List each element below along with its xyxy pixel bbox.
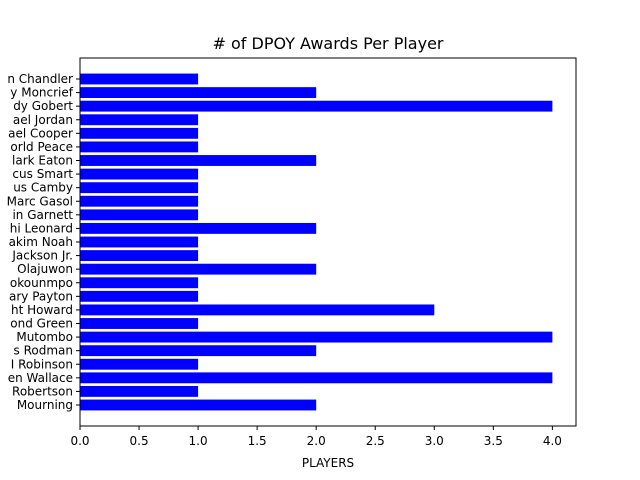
bar [80,304,435,316]
x-tick-label: 4.0 [543,434,562,448]
bar [80,318,199,329]
y-tick-label: ael Cooper [8,126,73,140]
y-tick-label: Robertson [12,384,73,398]
bar [80,345,317,357]
x-tick-label: 0.5 [130,434,149,448]
x-tick-label: 3.5 [484,434,503,448]
bar [80,141,199,153]
x-tick-label: 0.0 [70,434,89,448]
x-axis-label: PLAYERS [302,456,354,470]
y-tick-label: ael Jordan [13,113,73,127]
bar [80,277,199,289]
y-tick-label: y Moncrief [10,86,73,100]
y-tick-label: en Wallace [8,371,73,385]
x-tick-label: 1.5 [248,434,267,448]
x-tick-label: 1.0 [189,434,208,448]
y-tick-label: orld Peace [10,140,73,154]
bar [80,182,199,194]
bar [80,236,199,248]
bar [80,290,199,302]
bar [80,399,317,411]
y-tick-label: Jackson Jr. [11,249,73,263]
bar [80,168,199,180]
bar [80,250,199,262]
bar [80,263,317,275]
bar [80,358,199,370]
bar [80,385,199,397]
y-tick-label: lark Eaton [12,154,73,168]
y-tick-label: I Robinson [11,357,73,371]
y-tick-label: Olajuwon [17,262,73,276]
y-tick-label: Marc Gasol [7,194,73,208]
y-tick-label: hi Leonard [10,221,73,235]
bar [80,195,199,207]
y-tick-label: okounmpo [10,276,73,290]
bar [80,372,553,384]
y-tick-label: s Rodman [14,344,73,358]
x-tick-label: 3.0 [425,434,444,448]
y-tick-label: cus Smart [12,167,73,181]
bar [80,87,317,99]
bars-group [80,73,553,411]
bar [80,100,553,112]
bar [80,73,199,85]
y-tick-label: us Camby [13,181,73,195]
y-tick-label: n Chandler [7,72,73,86]
y-tick-label: akim Noah [9,235,73,249]
bar [80,209,199,221]
y-tick-label: ary Payton [9,289,73,303]
x-tick-label: 2.5 [366,434,385,448]
bar [80,331,553,343]
bar [80,155,317,166]
y-tick-label: ond Green [10,317,73,331]
bar [80,114,199,126]
y-tick-label: in Garnett [12,208,73,222]
x-tick-labels: 0.0 0.5 1.0 1.5 2.0 2.5 3.0 3.5 4.0 [70,426,562,448]
bar [80,222,317,234]
y-tick-label: dy Gobert [13,99,73,113]
y-tick-label: Mutombo [16,330,73,344]
y-tick-label: ht Howard [11,303,73,317]
x-tick-label: 2.0 [307,434,326,448]
chart-title: # of DPOY Awards Per Player [213,34,444,53]
y-tick-label: Mourning [17,398,73,412]
bar [80,127,199,139]
